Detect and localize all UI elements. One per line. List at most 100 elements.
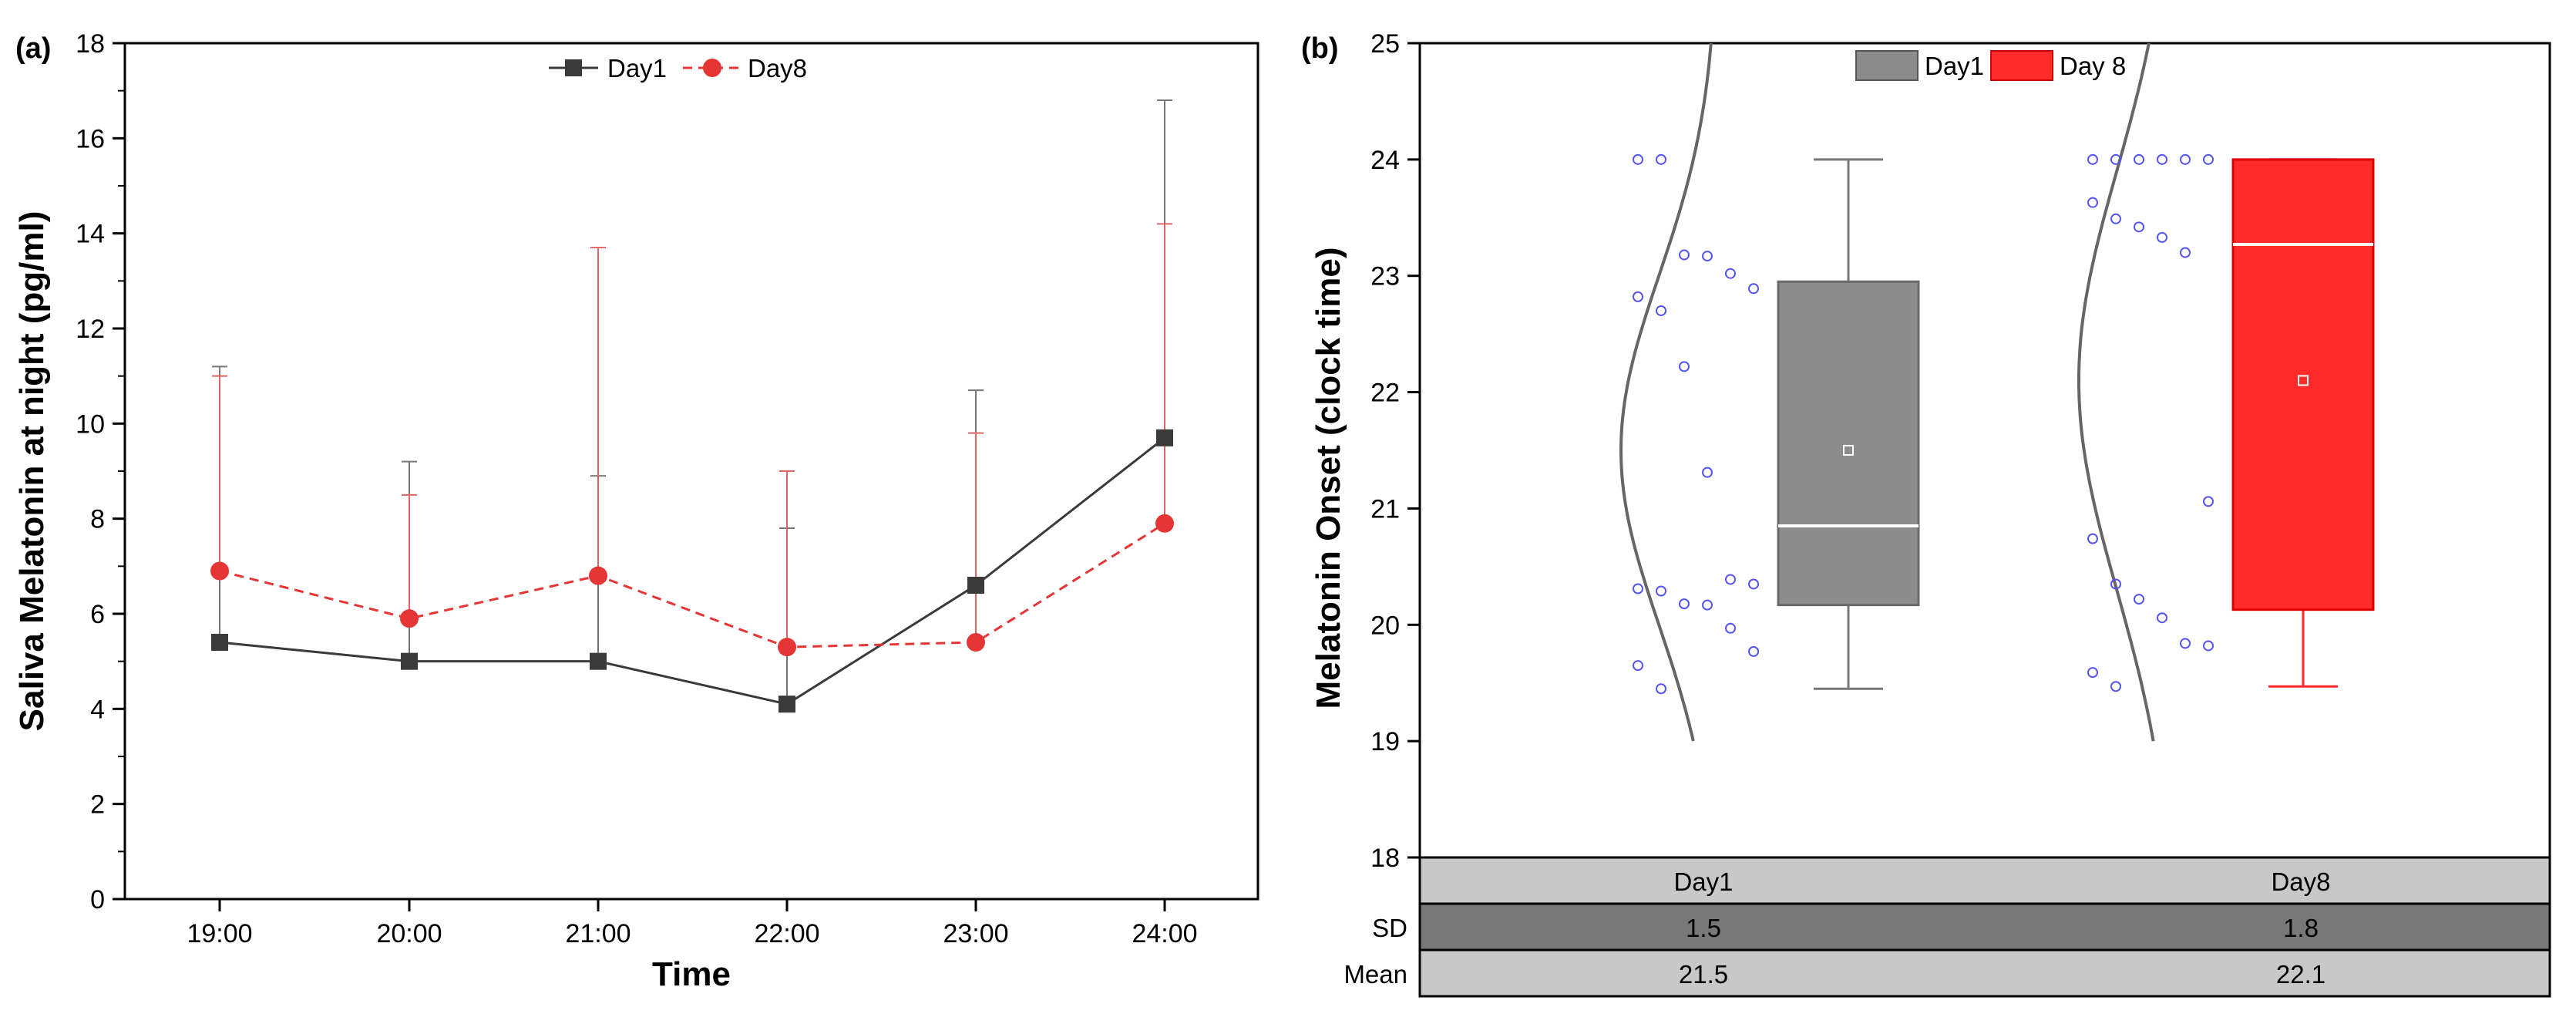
table-row-label-sd: SD (1372, 914, 1407, 942)
a-point-day8 (1155, 514, 1174, 533)
b-data-point-day8 (2134, 153, 2144, 165)
panel-a-y-axis-title: Saliva Melatonin at night (pg/ml) (13, 211, 51, 732)
legend-day1-swatch (1855, 50, 1919, 81)
b-data-point-day8 (2134, 221, 2144, 233)
table-mean-day1: 21.5 (1679, 960, 1728, 989)
a-x-tick-label: 20:00 (376, 919, 442, 948)
b-data-point-day1 (1702, 599, 1713, 611)
a-y-tick-label: 8 (90, 505, 105, 534)
a-x-tick-label: 24:00 (1132, 919, 1197, 948)
b-data-point-day1 (1633, 291, 1643, 302)
legend-day8-label: Day8 (748, 54, 807, 83)
b-data-point-day8 (2157, 153, 2167, 165)
panel-a-series-lines (219, 436, 1165, 706)
b-data-point-day1 (1748, 283, 1759, 295)
a-x-tick-label: 23:00 (943, 919, 1008, 948)
a-point-day1 (401, 652, 418, 670)
table-header-row (1418, 856, 2551, 905)
b-data-point-day8 (2087, 197, 2098, 208)
a-point-day8 (778, 638, 796, 657)
b-mean-marker-day1 (1843, 445, 1854, 456)
b-data-point-day1 (1679, 598, 1690, 610)
a-point-day8 (967, 633, 985, 652)
b-data-point-day1 (1656, 683, 1666, 695)
b-data-point-day1 (1633, 583, 1643, 595)
a-point-day1 (590, 652, 607, 670)
a-series-line-day8 (219, 522, 1165, 648)
b-data-point-day8 (2110, 153, 2121, 165)
b-data-point-day1 (1702, 251, 1713, 262)
a-y-tick-label: 18 (76, 29, 105, 59)
a-y-tick-label: 4 (90, 695, 105, 724)
table-row-sd (1418, 902, 2551, 952)
b-y-tick-label: 24 (1370, 146, 1400, 175)
b-data-point-day8 (2157, 612, 2167, 624)
b-mean-marker-day8 (2298, 375, 2309, 386)
b-distribution-curve-day8 (2077, 42, 2155, 742)
panel-b-stats-table: Day1 Day8 SD 1.5 1.8 Mean 21.5 22.1 (1343, 856, 2551, 998)
legend-day1-label: Day1 (607, 54, 667, 83)
panel-a-markers (210, 429, 1174, 713)
legend-day1-marker (565, 59, 582, 76)
b-data-point-day1 (1702, 467, 1713, 478)
panel-b-boxes (1777, 158, 2375, 690)
legend-day8-marker (703, 59, 721, 77)
panel-b-legend: Day1 Day 8 (1855, 50, 2126, 81)
legend-day1-label: Day1 (1925, 52, 1984, 80)
a-point-day1 (779, 696, 795, 713)
b-data-point-day1 (1656, 153, 1666, 165)
a-point-day8 (589, 566, 607, 585)
b-y-tick-label: 19 (1370, 727, 1400, 756)
panel-a-plot-frame (123, 42, 1259, 901)
table-sd-day1: 1.5 (1686, 914, 1721, 942)
b-y-tick-label: 25 (1370, 29, 1400, 59)
b-data-point-day8 (2203, 153, 2214, 165)
panel-b-data-points (1633, 153, 2214, 695)
panel-b-plot-frame (1418, 42, 2551, 859)
b-data-point-day8 (2180, 247, 2191, 258)
b-data-point-day8 (2110, 578, 2121, 590)
a-x-tick-label: 21:00 (565, 919, 631, 948)
b-box-day1 (1777, 280, 1920, 607)
b-y-tick-label: 22 (1370, 379, 1400, 408)
b-data-point-day8 (2087, 667, 2098, 679)
a-point-day8 (210, 561, 229, 581)
a-point-day1 (1156, 429, 1173, 446)
b-data-point-day1 (1679, 361, 1690, 372)
panel-b-axis-ticks: 18 19 20 21 22 23 24 25 (1370, 29, 1420, 873)
b-data-point-day8 (2180, 638, 2191, 649)
b-data-point-day8 (2203, 640, 2214, 652)
panel-a-legend: Day1 Day8 (549, 54, 807, 83)
a-y-tick-label: 12 (76, 315, 105, 344)
b-data-point-day1 (1656, 305, 1666, 316)
a-y-tick-label: 14 (76, 220, 105, 249)
b-y-tick-label: 20 (1370, 611, 1400, 640)
panel-a-x-axis-title: Time (652, 955, 731, 993)
a-y-tick-label: 2 (90, 790, 105, 820)
b-data-point-day8 (2110, 213, 2121, 224)
b-y-tick-label: 18 (1370, 844, 1400, 873)
a-y-tick-label: 6 (90, 600, 105, 629)
table-row-mean (1418, 948, 2551, 998)
a-y-tick-label: 0 (90, 885, 105, 915)
b-data-point-day1 (1748, 578, 1759, 590)
b-data-point-day1 (1748, 645, 1759, 657)
b-data-point-day8 (2087, 533, 2098, 544)
legend-day8-swatch (1990, 50, 2053, 81)
panel-b-box-chart: (b) 18 19 20 21 22 23 24 25 Melatonin Onset (cl… (1301, 29, 2551, 998)
a-y-tick-label: 10 (76, 409, 105, 439)
panel-a-error-bars (212, 99, 1172, 705)
b-distribution-curve-day1 (1619, 42, 1713, 742)
panel-b-label: (b) (1301, 32, 1339, 65)
b-data-point-day8 (2180, 153, 2191, 165)
a-point-day1 (211, 634, 228, 651)
b-data-point-day1 (1679, 249, 1690, 261)
table-sd-day8: 1.8 (2283, 914, 2319, 942)
b-data-point-day1 (1656, 585, 1666, 597)
a-point-day1 (967, 577, 984, 594)
table-row-label-mean: Mean (1343, 960, 1407, 989)
panel-a-axis-ticks: 0 2 4 6 8 10 12 14 16 18 19:00 20:00 21:00 22:00 23:00… (76, 29, 1197, 948)
legend-day8-label: Day 8 (2060, 52, 2126, 80)
table-col-day8: Day8 (2271, 867, 2330, 896)
table-col-day1: Day1 (1673, 867, 1733, 896)
